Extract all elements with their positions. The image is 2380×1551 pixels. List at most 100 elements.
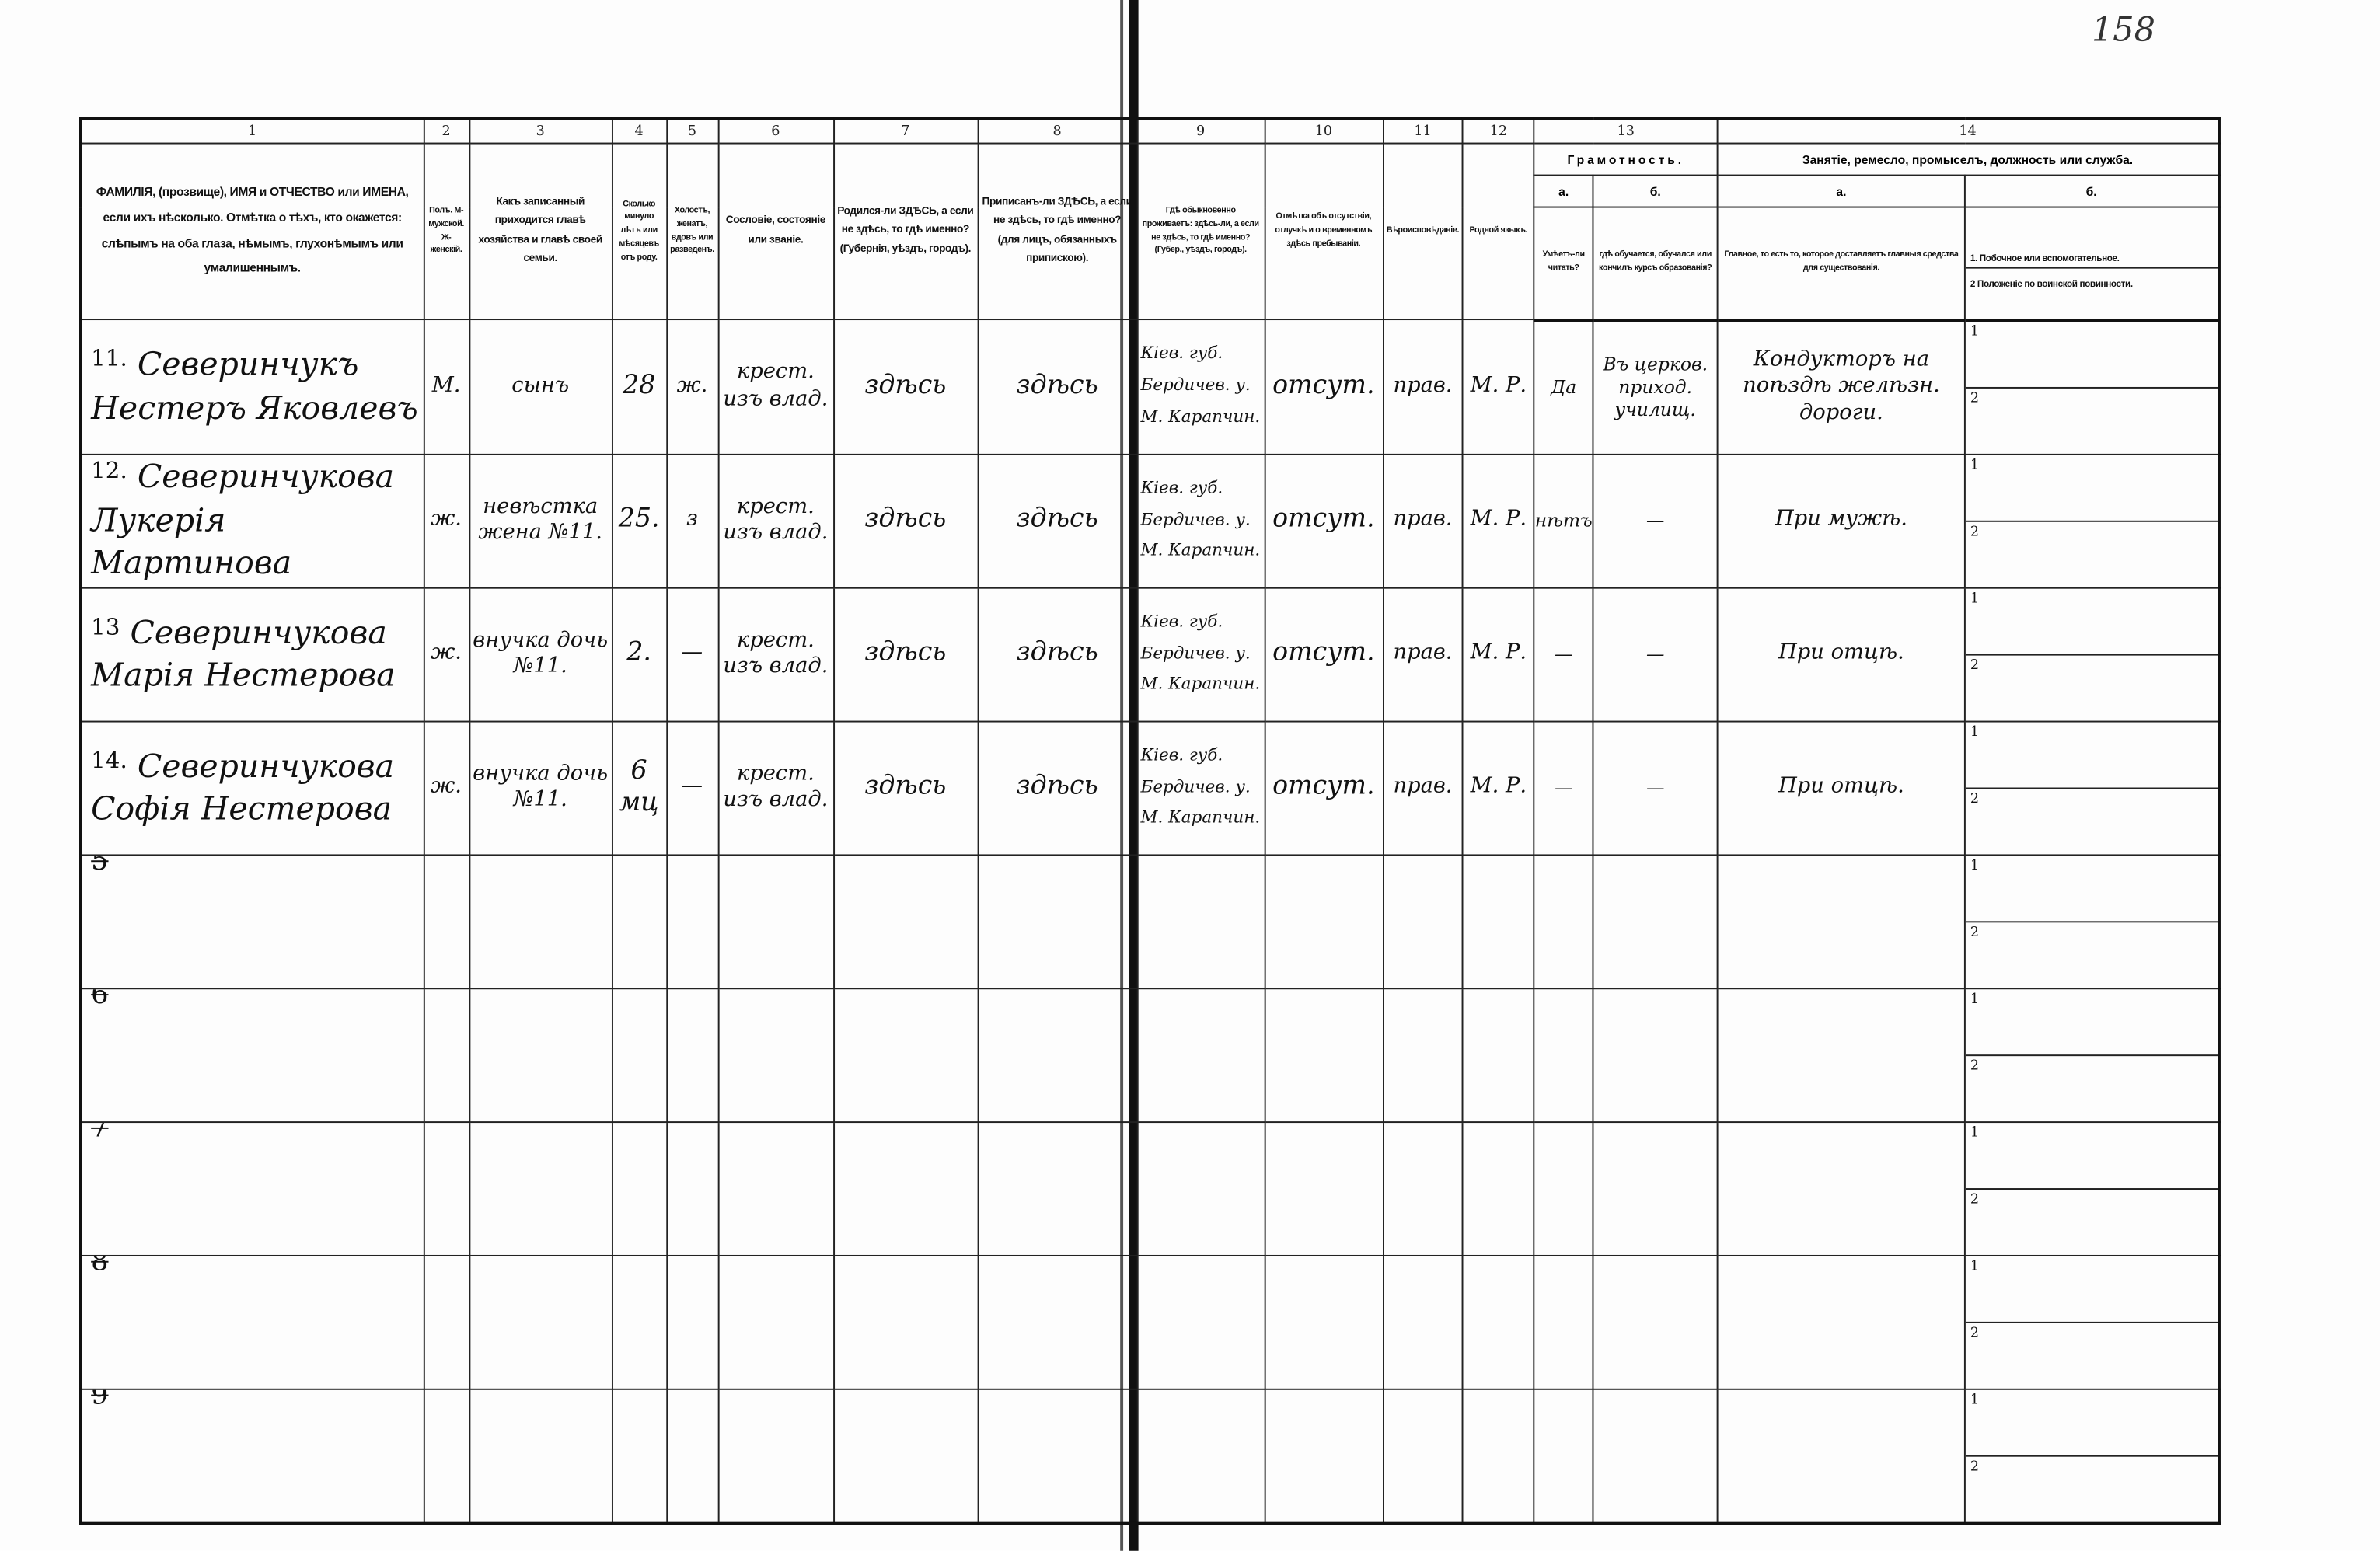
row-number: 9 — [91, 1388, 109, 1412]
sex-cell — [422, 853, 470, 989]
absence-cell — [1263, 1387, 1384, 1524]
residence-cell — [1136, 853, 1265, 989]
education-cell — [1592, 987, 1719, 1123]
religion-cell — [1382, 987, 1464, 1123]
sub-line-2: 2 — [1966, 786, 2218, 853]
registered-cell: здѣсь — [976, 319, 1138, 455]
literate-cell — [1533, 853, 1594, 989]
literate-cell — [1533, 987, 1594, 1123]
header-residence: Гдѣ обыкновенно проживаетъ: здѣсь-ли, а … — [1136, 142, 1265, 321]
religion-cell: прав. — [1382, 452, 1464, 588]
residence-cell — [1136, 1253, 1265, 1389]
language-cell: М. Р. — [1461, 319, 1535, 455]
absence-cell — [1263, 1121, 1384, 1256]
col-num: 7 — [832, 117, 979, 145]
residence-cell: Кіев. губ. Бердичев. у. М. Карапчин. — [1136, 452, 1265, 588]
header-born: Родился-ли ЗДѢСЬ, а если не здѣсь, то гд… — [832, 142, 979, 321]
header-relation: Какъ записанный приходится главѣ хозяйст… — [468, 142, 612, 321]
marital-cell — [665, 1387, 719, 1524]
registered-cell: здѣсь — [976, 720, 1138, 856]
col-num: 6 — [717, 117, 835, 145]
person-name: Северинчукова Софія Нестерова — [91, 748, 395, 828]
education-cell — [1592, 1387, 1719, 1524]
marital-cell: — — [665, 720, 719, 856]
born-cell: здѣсь — [832, 452, 979, 588]
header-marital: Холостъ, женатъ, вдовъ или разведенъ. — [665, 142, 719, 321]
occupation-cell: При отцѣ. — [1716, 586, 1966, 722]
header-secondary: 1. Побочное или вспомогательное. 2 Полож… — [1964, 206, 2220, 322]
col-num: 4 — [611, 117, 668, 145]
estate-cell: крест. изъ влад. — [717, 586, 835, 722]
estate-cell — [717, 987, 835, 1123]
person-name: Северинчукова Марія Нестерова — [91, 614, 396, 694]
sex-cell — [422, 1121, 470, 1256]
born-cell: здѣсь — [832, 319, 979, 455]
literate-cell: — — [1533, 720, 1594, 856]
sub-line-2: 2 — [1966, 1187, 2218, 1253]
header-age: Сколько минуло лѣтъ или мѣсяцевъ отъ род… — [611, 142, 668, 321]
education-cell: Въ церков. приход. училищ. — [1592, 319, 1719, 455]
sex-cell: М. — [422, 319, 470, 455]
header-13a-letter: а. — [1533, 174, 1594, 208]
born-cell — [832, 853, 979, 989]
header-language: Родной языкъ. — [1461, 142, 1535, 321]
relation-cell: внучка дочь №11. — [468, 720, 612, 856]
col-num: 14 — [1716, 117, 2220, 145]
person-name-cell: 5 — [79, 853, 424, 989]
estate-cell: крест. изъ влад. — [717, 319, 835, 455]
registered-cell: здѣсь — [976, 452, 1138, 588]
estate-cell — [717, 1121, 835, 1256]
sub-line-2: 2 — [1966, 1320, 2218, 1387]
occupation-cell: При отцѣ. — [1716, 720, 1966, 856]
residence-cell: Кіев. губ. Бердичев. у. М. Карапчин. — [1136, 586, 1265, 722]
header-sex: Полъ. М-мужской. Ж-женскій. — [422, 142, 470, 321]
header-14b-letter: б. — [1964, 174, 2220, 208]
relation-cell — [468, 1387, 612, 1524]
occupation-cell — [1716, 1121, 1966, 1256]
absence-cell — [1263, 853, 1384, 989]
sub-line-2: 2 — [1966, 385, 2218, 452]
estate-cell — [717, 853, 835, 989]
language-cell — [1461, 1387, 1535, 1524]
sub-line-1: 1 — [1970, 1125, 1980, 1141]
header-name: ФАМИЛІЯ, (прозвище), ИМЯ и ОТЧЕСТВО или … — [79, 142, 424, 321]
table-row: 14. Северинчукова Софія Нестерова ж. вну… — [79, 720, 2220, 856]
age-cell: 6 мц — [611, 720, 668, 856]
relation-cell — [468, 1253, 612, 1389]
literate-cell — [1533, 1387, 1594, 1524]
header-main-occupation: Главное, то есть то, которое доставляетъ… — [1716, 206, 1966, 322]
relation-cell: внучка дочь №11. — [468, 586, 612, 722]
residence-cell — [1136, 1121, 1265, 1256]
col-num: 10 — [1263, 117, 1384, 145]
table-row: 13 Северинчукова Марія Нестерова ж. внуч… — [79, 586, 2220, 722]
header-can-read: Умѣетъ-ли читать? — [1533, 206, 1594, 322]
residence-cell — [1136, 987, 1265, 1123]
sub-line-2: 2 — [1966, 1454, 2218, 1521]
sub-line-1: 1 — [1970, 1258, 1980, 1274]
absence-cell: отсут. — [1263, 319, 1384, 455]
sub-line-1: 1 — [1970, 858, 1980, 873]
born-cell — [832, 1387, 979, 1524]
education-cell: — — [1592, 452, 1719, 588]
col-num: 11 — [1382, 117, 1464, 145]
religion-cell: прав. — [1382, 720, 1464, 856]
estate-cell — [717, 1253, 835, 1389]
residence-cell: Кіев. губ. Бердичев. у. М. Карапчин. — [1136, 319, 1265, 455]
literate-cell: — — [1533, 586, 1594, 722]
education-cell: — — [1592, 586, 1719, 722]
registered-cell — [976, 1387, 1138, 1524]
sub-line-1: 1 — [1970, 724, 1980, 740]
age-cell — [611, 1121, 668, 1256]
absence-cell: отсут. — [1263, 720, 1384, 856]
person-name-cell: 6 — [79, 987, 424, 1123]
registered-cell — [976, 1121, 1138, 1256]
age-cell: 2. — [611, 586, 668, 722]
